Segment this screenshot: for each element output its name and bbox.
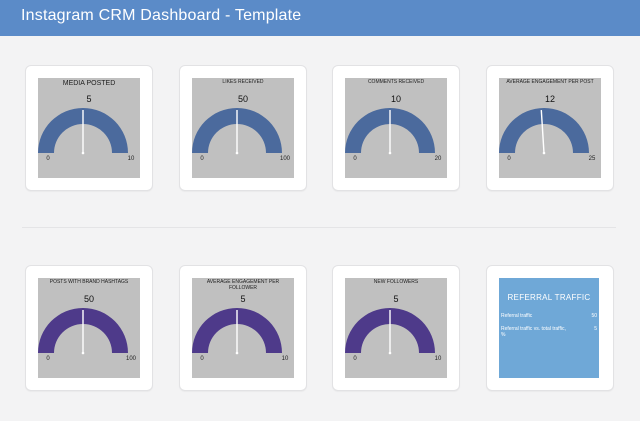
gauge-max-label: 10 xyxy=(281,356,289,362)
gauge-needle xyxy=(540,110,545,154)
gauge-title: MEDIA POSTED xyxy=(62,80,116,87)
gauge-min-label: 0 xyxy=(353,356,357,362)
referral-row-value: 50 xyxy=(591,313,597,319)
gauge-band xyxy=(499,108,589,153)
gauge-card-engagement-per-post[interactable]: AVERAGE ENGAGEMENT PER POST 12 0 25 xyxy=(486,65,614,191)
gauge-min-label: 0 xyxy=(46,156,50,162)
gauge-value: 50 xyxy=(237,94,248,104)
gauge-band xyxy=(345,308,435,353)
gauge-card-brand-hashtags[interactable]: POSTS WITH BRAND HASHTAGS 50 0 100 xyxy=(25,265,153,391)
gauge-max-label: 10 xyxy=(127,156,135,162)
gauge-panel: COMMENTS RECEIVED 10 0 20 xyxy=(345,78,447,178)
gauge-title: NEW FOLLOWERS xyxy=(373,279,419,285)
gauge-title: AVERAGE ENGAGEMENT PER POST xyxy=(506,79,594,85)
gauge-card-comments-received[interactable]: COMMENTS RECEIVED 10 0 20 xyxy=(332,65,460,191)
gauge-card-media-posted[interactable]: MEDIA POSTED 5 0 10 xyxy=(25,65,153,191)
gauge-panel: LIKES RECEIVED 50 0 100 xyxy=(192,78,294,178)
gauge-hub xyxy=(81,351,85,355)
gauge-band xyxy=(38,308,128,353)
gauge-chart xyxy=(38,308,128,355)
gauge-chart xyxy=(345,108,435,155)
gauge-card-new-followers[interactable]: NEW FOLLOWERS 5 0 10 xyxy=(332,265,460,391)
gauge-title: POSTS WITH BRAND HASHTAGS xyxy=(49,279,129,285)
gauge-hub xyxy=(388,351,392,355)
gauge-band xyxy=(192,108,282,153)
gauge-band xyxy=(345,108,435,153)
gauge-panel: MEDIA POSTED 5 0 10 xyxy=(38,78,140,178)
gauge-card-likes-received[interactable]: LIKES RECEIVED 50 0 100 xyxy=(179,65,307,191)
gauge-min-label: 0 xyxy=(353,156,357,162)
gauge-max-label: 100 xyxy=(125,356,136,362)
gauge-chart xyxy=(345,308,435,355)
gauge-chart xyxy=(192,108,282,155)
gauge-min-label: 0 xyxy=(46,356,50,362)
gauge-chart xyxy=(192,308,282,355)
referral-row-value: 5 xyxy=(594,326,597,332)
header-bar: Instagram CRM Dashboard - Template xyxy=(0,0,640,36)
page-title: Instagram CRM Dashboard - Template xyxy=(21,7,302,24)
referral-title: REFERRAL TRAFFIC xyxy=(507,293,591,302)
gauge-hub xyxy=(235,151,239,155)
section-divider xyxy=(22,227,616,228)
gauge-min-label: 0 xyxy=(200,156,204,162)
gauge-value: 5 xyxy=(240,294,246,304)
gauge-hub xyxy=(388,151,392,155)
gauge-hub xyxy=(235,351,239,355)
gauge-value: 50 xyxy=(83,294,94,304)
gauge-max-label: 20 xyxy=(434,156,442,162)
gauge-chart xyxy=(499,108,589,155)
gauge-panel: POSTS WITH BRAND HASHTAGS 50 0 100 xyxy=(38,278,140,378)
gauge-band xyxy=(192,308,282,353)
referral-row-label: Referral traffic vs. total traffic, % xyxy=(501,326,566,338)
gauge-value: 5 xyxy=(393,294,399,304)
gauge-min-label: 0 xyxy=(507,156,511,162)
gauge-max-label: 100 xyxy=(279,156,290,162)
referral-panel: REFERRAL TRAFFIC Referral traffic 50 Ref… xyxy=(499,278,599,378)
gauge-panel: AVERAGE ENGAGEMENT PER FOLLOWER 5 0 10 xyxy=(192,278,294,378)
gauge-title: LIKES RECEIVED xyxy=(222,79,264,85)
gauge-title: AVERAGE ENGAGEMENT PER FOLLOWER xyxy=(206,279,280,291)
gauge-value: 12 xyxy=(544,94,555,104)
gauge-title: COMMENTS RECEIVED xyxy=(367,79,425,85)
gauge-panel: AVERAGE ENGAGEMENT PER POST 12 0 25 xyxy=(499,78,601,178)
gauge-max-label: 10 xyxy=(434,356,442,362)
gauge-hub xyxy=(81,151,85,155)
gauge-band xyxy=(38,108,128,153)
gauge-value: 5 xyxy=(86,94,92,104)
gauge-panel: NEW FOLLOWERS 5 0 10 xyxy=(345,278,447,378)
referral-row-label: Referral traffic xyxy=(501,313,533,319)
gauge-card-engagement-per-follower[interactable]: AVERAGE ENGAGEMENT PER FOLLOWER 5 0 10 xyxy=(179,265,307,391)
gauge-value: 10 xyxy=(390,94,401,104)
gauge-max-label: 25 xyxy=(588,156,596,162)
gauge-hub xyxy=(542,151,546,155)
gauge-chart xyxy=(38,108,128,155)
referral-traffic-card[interactable]: REFERRAL TRAFFIC Referral traffic 50 Ref… xyxy=(486,265,614,391)
gauge-min-label: 0 xyxy=(200,356,204,362)
